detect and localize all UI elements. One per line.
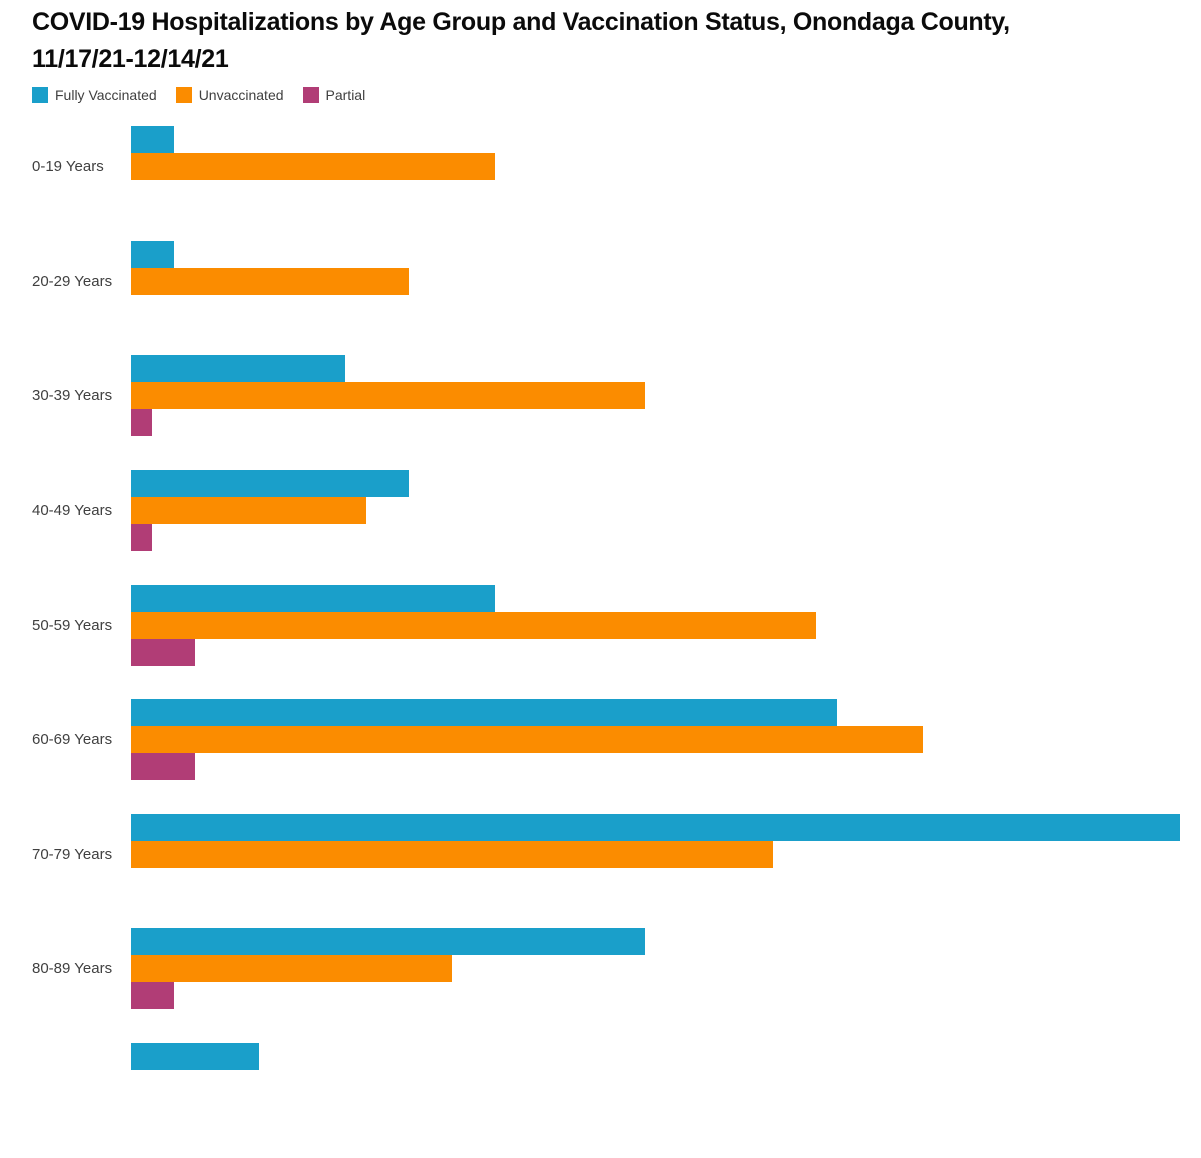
bar-partial <box>131 638 196 666</box>
bar-group-40-49-years: 40-49 Years <box>0 469 1201 585</box>
bar-fully-vaccinated <box>131 699 838 727</box>
bar-group-0-19-years: 0-19 Years <box>0 126 1201 241</box>
bar-group-80-89-years: 80-89 Years <box>0 928 1201 1043</box>
bar-group-row-9 <box>0 1043 1201 1158</box>
bar-unvaccinated <box>131 153 495 180</box>
bar-fully-vaccinated <box>131 813 1180 841</box>
bar-partial <box>131 409 153 437</box>
bar-fully-vaccinated <box>131 126 174 153</box>
chart-title-line1: COVID-19 Hospitalizations by Age Group a… <box>32 8 1010 36</box>
category-label: 50-59 Years <box>32 616 113 634</box>
bar-group-30-39-years: 30-39 Years <box>0 355 1201 470</box>
bar-group-20-29-years: 20-29 Years <box>0 240 1201 356</box>
legend-item-unvaccinated: Unvaccinated <box>175 87 284 103</box>
legend-label: Fully Vaccinated <box>55 87 157 103</box>
category-label: 60-69 Years <box>32 731 113 749</box>
chart-title: COVID-19 Hospitalizations by Age Group a… <box>32 4 1010 78</box>
bar-unvaccinated <box>131 840 773 868</box>
bar-fully-vaccinated <box>131 355 345 383</box>
category-label: 70-79 Years <box>32 845 113 863</box>
chart-legend: Fully Vaccinated Unvaccinated Partial <box>32 87 365 103</box>
category-label: 30-39 Years <box>32 387 113 405</box>
legend-swatch-unvaccinated <box>175 87 192 103</box>
bar-partial <box>131 753 196 781</box>
bar-unvaccinated <box>131 267 410 295</box>
bar-partial <box>131 982 174 1010</box>
bar-chart: 0-19 Years 20-29 Years 30-39 Years 40-49 Ye… <box>0 126 1201 1158</box>
bar-fully-vaccinated <box>131 1043 260 1070</box>
category-label: 20-29 Years <box>32 272 113 290</box>
chart-title-line2: 11/17/21-12/14/21 <box>32 45 229 73</box>
bar-group-50-59-years: 50-59 Years <box>0 584 1201 700</box>
legend-item-fully-vaccinated: Fully Vaccinated <box>32 87 157 103</box>
legend-swatch-partial <box>302 87 319 103</box>
bar-unvaccinated <box>131 611 816 639</box>
legend-swatch-fully-vaccinated <box>32 87 48 103</box>
bar-group-60-69-years: 60-69 Years <box>0 699 1201 814</box>
bar-fully-vaccinated <box>131 469 410 497</box>
category-label: 80-89 Years <box>32 960 113 978</box>
legend-label: Unvaccinated <box>198 87 284 103</box>
category-label: 0-19 Years <box>32 158 104 175</box>
bar-unvaccinated <box>131 726 923 754</box>
category-label: 40-49 Years <box>32 501 113 519</box>
legend-label: Partial <box>325 87 366 103</box>
bar-unvaccinated <box>131 382 645 410</box>
bar-unvaccinated <box>131 496 367 524</box>
legend-item-partial: Partial <box>302 87 366 103</box>
bar-fully-vaccinated <box>131 928 645 956</box>
bar-fully-vaccinated <box>131 240 174 268</box>
bar-group-70-79-years: 70-79 Years <box>0 813 1201 929</box>
bar-fully-vaccinated <box>131 584 495 612</box>
bar-unvaccinated <box>131 955 452 983</box>
bar-partial <box>131 523 153 551</box>
